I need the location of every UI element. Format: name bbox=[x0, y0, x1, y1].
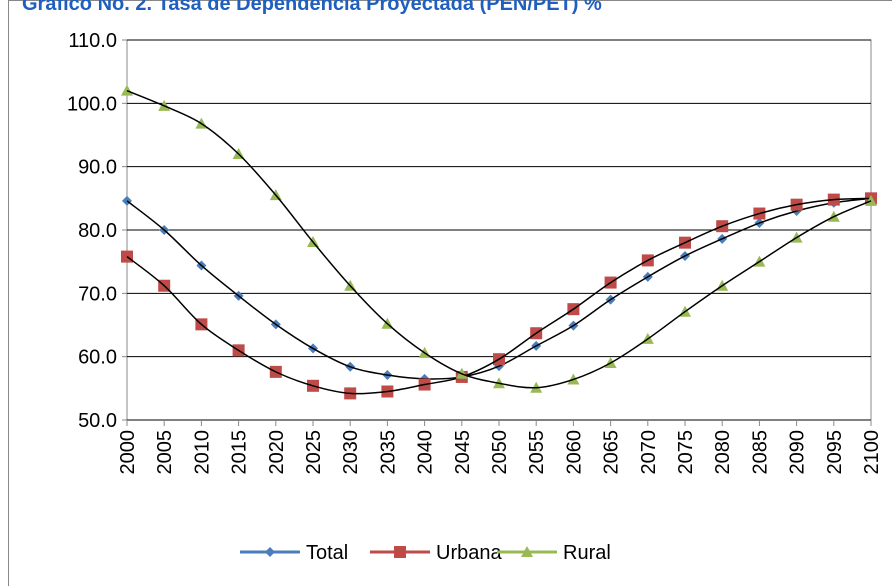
y-tick-label: 110.0 bbox=[68, 30, 117, 52]
x-tick-label: 2020 bbox=[266, 430, 288, 475]
x-tick-label: 2085 bbox=[749, 430, 771, 475]
x-tick-label: 2010 bbox=[191, 430, 213, 475]
legend-label: Rural bbox=[563, 542, 611, 564]
x-tick-label: 2095 bbox=[824, 430, 846, 475]
x-tick-label: 2070 bbox=[638, 430, 660, 475]
legend-label: Urbana bbox=[436, 542, 502, 564]
legend-label: Total bbox=[306, 542, 348, 564]
trend-line bbox=[126, 197, 872, 395]
x-tick-label: 2065 bbox=[601, 430, 623, 475]
x-tick-label: 2015 bbox=[229, 430, 251, 475]
x-tick-label: 2000 bbox=[117, 430, 139, 475]
y-tick-label: 90.0 bbox=[78, 157, 117, 179]
series bbox=[121, 192, 877, 400]
y-tick-label: 60.0 bbox=[78, 347, 117, 369]
y-tick-label: 80.0 bbox=[78, 220, 117, 242]
x-tick-label: 2030 bbox=[340, 430, 362, 475]
legend-marker bbox=[521, 546, 533, 557]
y-tick-label: 70.0 bbox=[78, 283, 117, 305]
x-tick-label: 2035 bbox=[377, 430, 399, 475]
x-tick-label: 2050 bbox=[489, 430, 511, 475]
y-tick-label: 100.0 bbox=[67, 93, 117, 115]
legend-marker bbox=[265, 547, 275, 557]
x-tick-label: 2005 bbox=[154, 430, 176, 475]
trend-line bbox=[126, 89, 872, 389]
x-tick-label: 2055 bbox=[526, 430, 548, 475]
x-tick-label: 2075 bbox=[675, 430, 697, 475]
series bbox=[121, 84, 877, 393]
marker bbox=[865, 194, 877, 206]
marker bbox=[121, 84, 133, 96]
y-tick-label: 50.0 bbox=[78, 410, 117, 432]
trend-line bbox=[126, 197, 872, 380]
x-tick-label: 2080 bbox=[712, 430, 734, 475]
chart-title: Gráfico No. 2. Tasa de Dependencia Proye… bbox=[22, 0, 602, 15]
x-tick-label: 2100 bbox=[861, 430, 883, 475]
legend-marker bbox=[394, 546, 406, 558]
x-tick-label: 2040 bbox=[415, 430, 437, 475]
x-tick-label: 2025 bbox=[303, 430, 325, 475]
x-tick-label: 2060 bbox=[563, 430, 585, 475]
x-tick-label: 2045 bbox=[452, 430, 474, 475]
x-tick-label: 2090 bbox=[787, 430, 809, 475]
